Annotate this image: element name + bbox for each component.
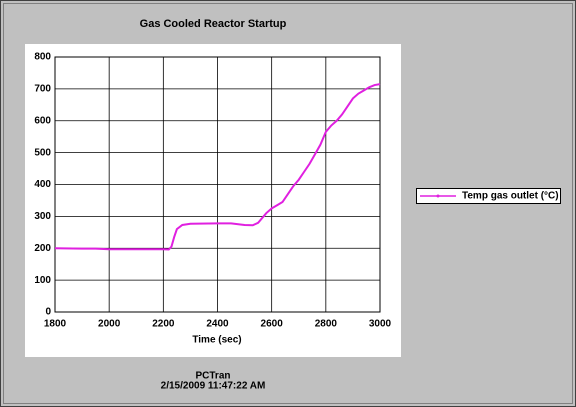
x-tick-label: 2600 (261, 319, 284, 330)
x-tick-label: 2400 (206, 319, 229, 330)
x-tick-label: 2000 (98, 319, 121, 330)
footer-timestamp: 2/15/2009 11:47:22 AM (161, 381, 266, 392)
y-tick-label: 600 (34, 115, 51, 126)
y-tick-label: 500 (34, 147, 51, 158)
x-axis-label: Time (sec) (192, 335, 241, 346)
x-tick-label: 2200 (152, 319, 175, 330)
x-tick-label: 1800 (44, 319, 67, 330)
legend (416, 188, 561, 204)
data-line (54, 83, 381, 251)
y-tick-label: 400 (34, 179, 51, 190)
inner-frame (3, 3, 573, 404)
y-tick-label: 200 (34, 243, 51, 254)
y-tick-label: 0 (45, 307, 51, 318)
y-tick-label: 700 (34, 84, 51, 95)
legend-label: Temp gas outlet (°C) (462, 191, 559, 202)
x-tick-label: 2800 (315, 319, 338, 330)
x-tick-label: 3000 (369, 319, 392, 330)
footer-app: PCTran (195, 371, 230, 382)
y-tick-label: 300 (34, 211, 51, 222)
legend-marker (436, 194, 440, 198)
chart-title: Gas Cooled Reactor Startup (140, 18, 287, 30)
y-tick-label: 800 (34, 52, 51, 63)
y-tick-label: 100 (34, 275, 51, 286)
